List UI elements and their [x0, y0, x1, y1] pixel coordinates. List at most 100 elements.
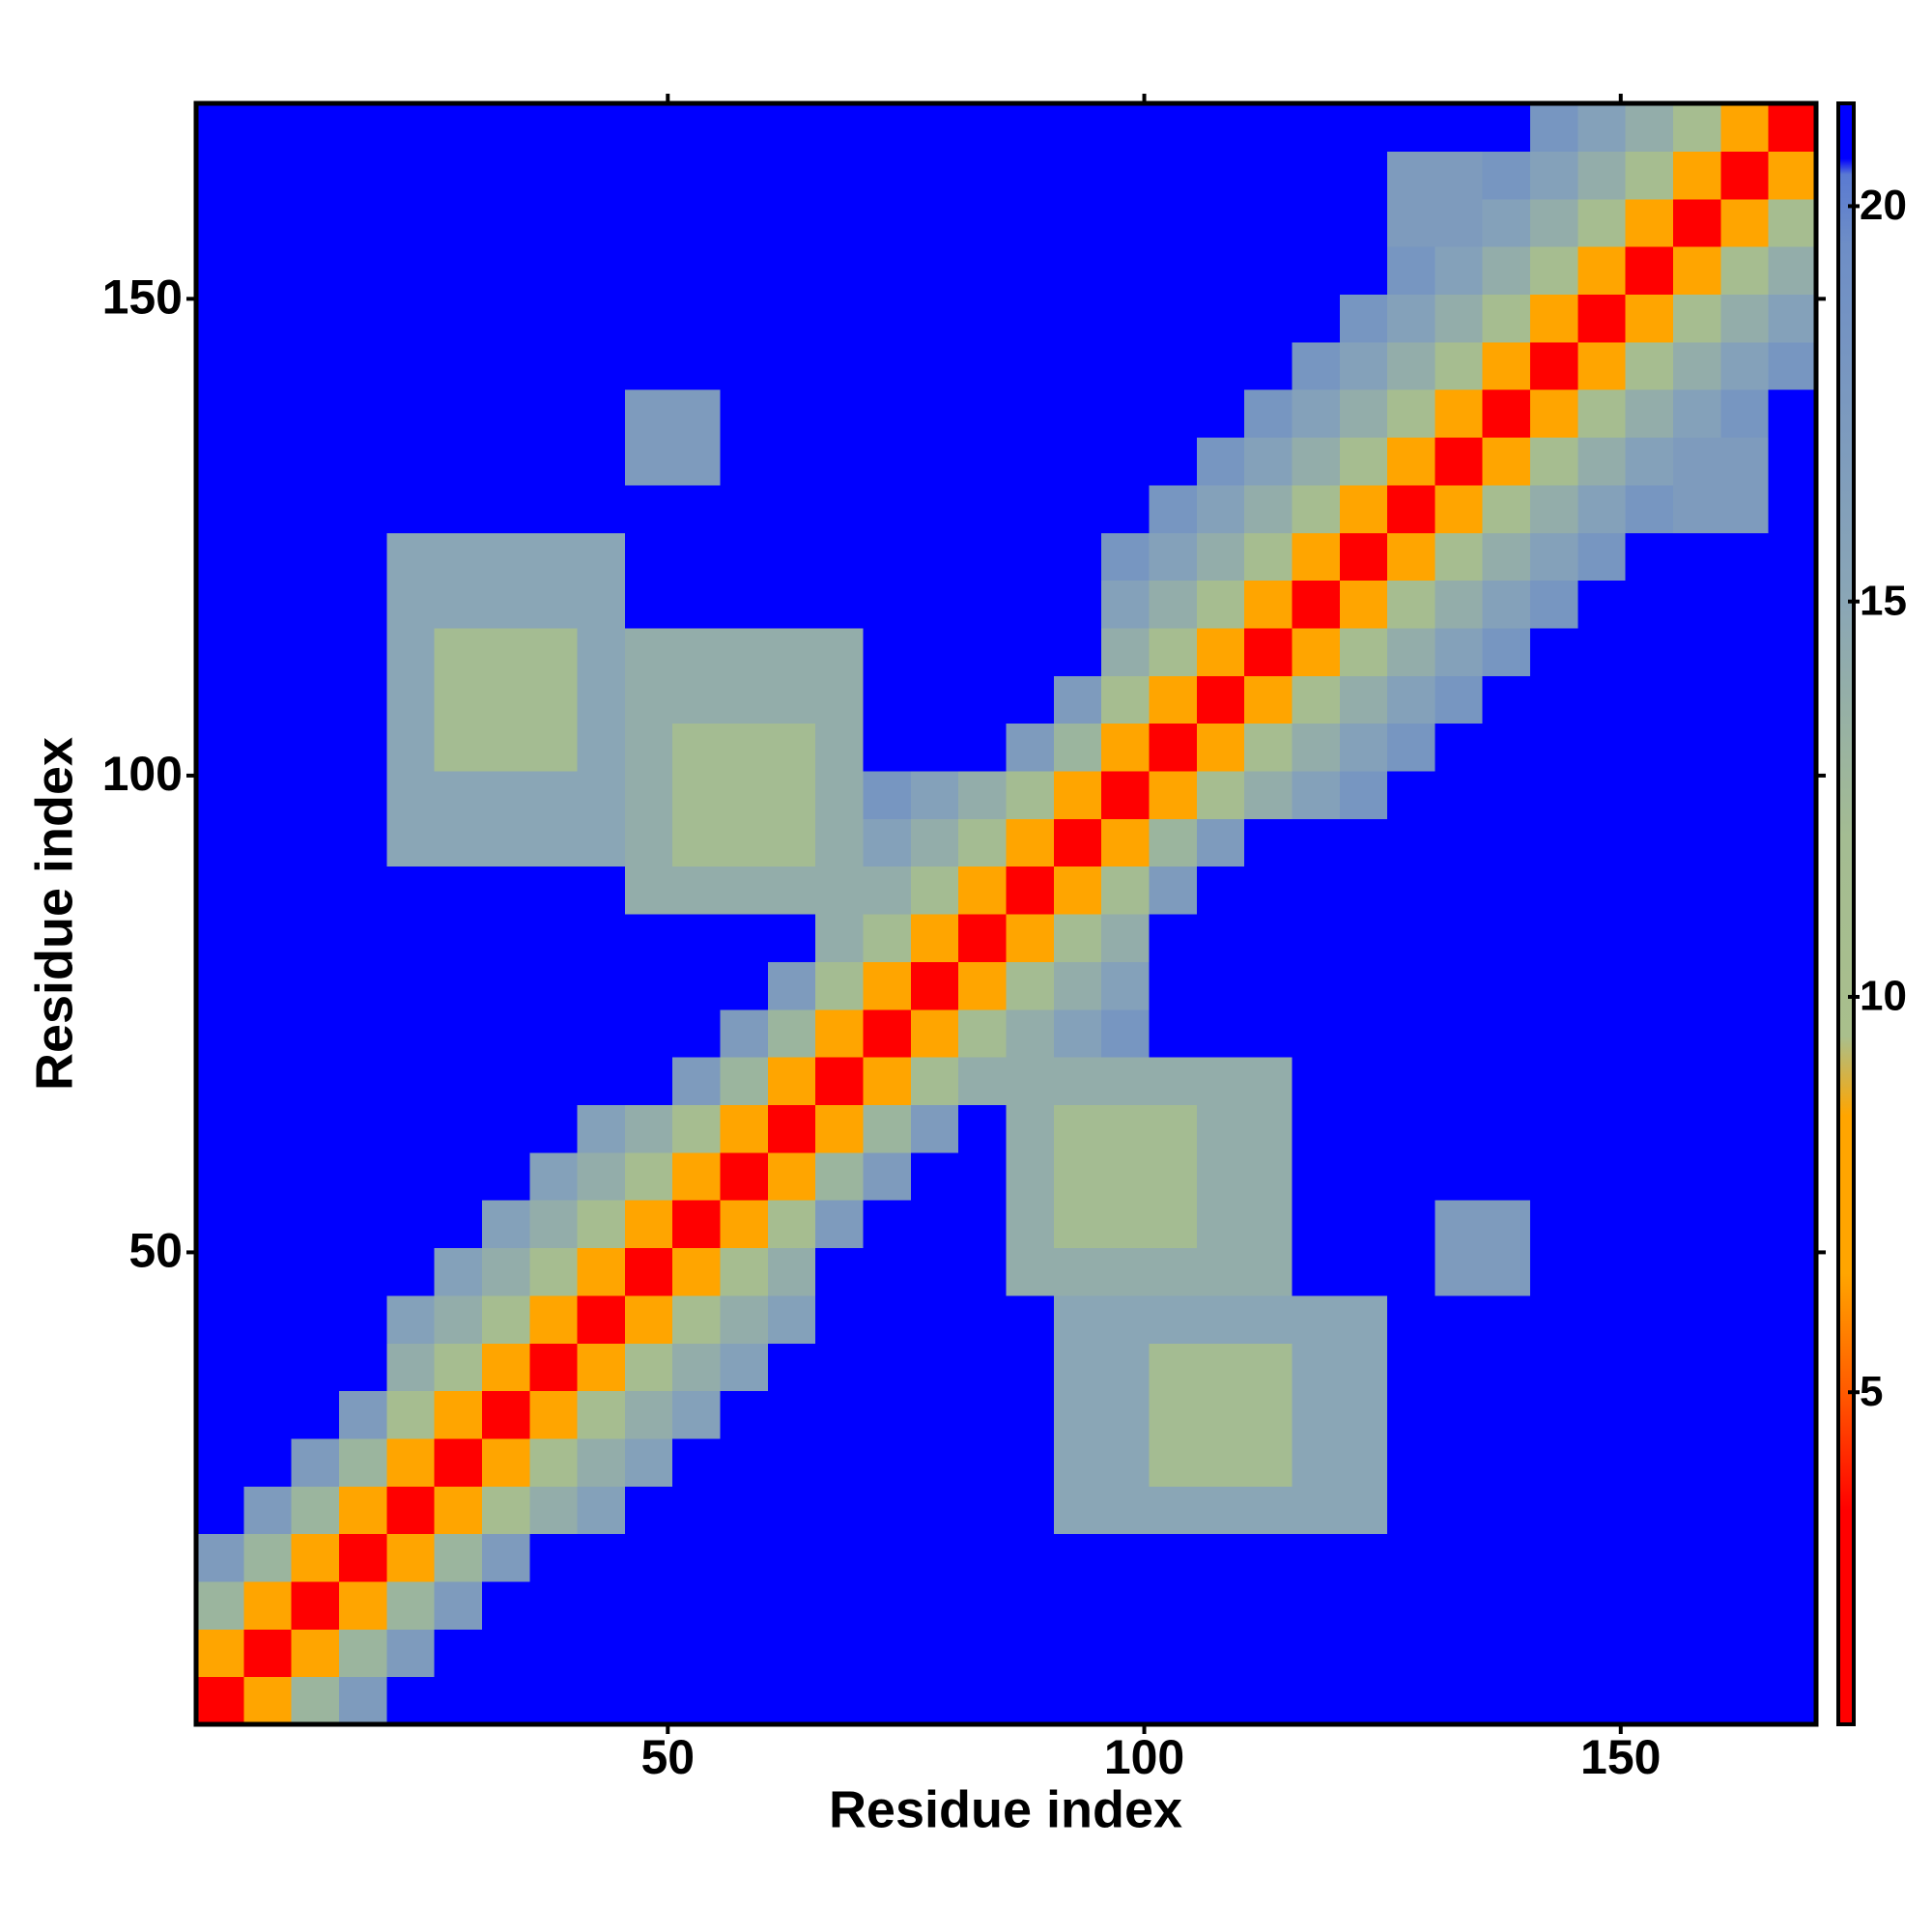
heatmap-cell — [243, 246, 293, 296]
heatmap-cell — [1720, 1247, 1770, 1296]
heatmap-cell — [1482, 341, 1531, 390]
heatmap-cell — [1244, 866, 1293, 915]
heatmap-cell — [1339, 1390, 1388, 1439]
heatmap-cell — [386, 484, 436, 533]
heatmap-cell — [624, 580, 673, 629]
heatmap-cell — [577, 1009, 626, 1058]
heatmap-cell — [386, 627, 436, 676]
heatmap-cell — [291, 580, 340, 629]
heatmap-cell — [1482, 627, 1531, 676]
heatmap-cell — [815, 198, 865, 247]
heatmap-cell — [291, 1486, 340, 1535]
heatmap-cell — [243, 818, 293, 867]
heatmap-cell — [243, 1009, 293, 1058]
heatmap-cell — [1577, 1009, 1627, 1058]
heatmap-cell — [243, 1390, 293, 1439]
heatmap-cell — [1006, 1676, 1055, 1725]
heatmap-cell — [767, 532, 816, 582]
heatmap-cell — [1244, 389, 1293, 439]
heatmap-cell — [1339, 818, 1388, 867]
heatmap-cell — [1482, 1200, 1531, 1249]
heatmap-cell — [1339, 246, 1388, 296]
heatmap-cell — [958, 961, 1008, 1010]
heatmap-cell — [910, 1151, 959, 1201]
heatmap-cell — [1244, 580, 1293, 629]
heatmap-cell — [434, 1580, 483, 1630]
heatmap-cell — [1053, 484, 1102, 533]
heatmap-cell — [386, 1390, 436, 1439]
heatmap-cell — [1625, 1343, 1674, 1392]
heatmap-cell — [196, 246, 244, 296]
heatmap-cell — [1530, 437, 1578, 486]
heatmap-cell — [1149, 1009, 1198, 1058]
heatmap-cell — [1387, 1009, 1436, 1058]
heatmap-cell — [338, 437, 387, 486]
heatmap-cell — [1577, 1580, 1627, 1630]
heatmap-cell — [1768, 1057, 1817, 1106]
heatmap-cell — [672, 151, 722, 200]
heatmap-cell — [1768, 1533, 1817, 1582]
heatmap-cell — [1673, 1629, 1721, 1678]
heatmap-cell — [1292, 389, 1341, 439]
heatmap-cell — [291, 914, 340, 962]
heatmap-cell — [1577, 151, 1627, 200]
heatmap-cell — [1768, 294, 1817, 343]
heatmap-cell — [243, 1247, 293, 1296]
heatmap-cell — [958, 1247, 1008, 1296]
heatmap-cell — [1387, 1343, 1436, 1392]
heatmap-cell — [1149, 1437, 1198, 1487]
heatmap-cell — [815, 1390, 865, 1439]
heatmap-cell — [1292, 532, 1341, 582]
heatmap-cell — [1530, 961, 1578, 1010]
heatmap-cell — [1577, 1390, 1627, 1439]
heatmap-cell — [1530, 484, 1578, 533]
heatmap-cell — [577, 484, 626, 533]
heatmap-cell — [1006, 1247, 1055, 1296]
heatmap-cell — [1530, 1533, 1578, 1582]
heatmap-cell — [1196, 580, 1245, 629]
heatmap-cell — [434, 961, 483, 1010]
heatmap-cell — [1196, 389, 1245, 439]
heatmap-cell — [386, 1057, 436, 1106]
heatmap-cell — [624, 1343, 673, 1392]
heatmap-cell — [672, 103, 722, 152]
heatmap-cell — [1101, 580, 1151, 629]
heatmap-cell — [529, 1390, 579, 1439]
heatmap-cell — [577, 961, 626, 1010]
heatmap-cell — [386, 1247, 436, 1296]
heatmap-cell — [1720, 1009, 1770, 1058]
heatmap-cell — [338, 1151, 387, 1201]
heatmap-cell — [910, 532, 959, 582]
heatmap-cell — [910, 627, 959, 676]
heatmap-cell — [672, 246, 722, 296]
heatmap-cell — [1625, 341, 1674, 390]
heatmap-cell — [1339, 1343, 1388, 1392]
heatmap-cell — [720, 389, 769, 439]
heatmap-cell — [720, 103, 769, 152]
heatmap-cell — [1530, 246, 1578, 296]
heatmap-cell — [1339, 1151, 1388, 1201]
heatmap-cell — [434, 1009, 483, 1058]
heatmap-cell — [529, 723, 579, 772]
heatmap-cell — [1006, 580, 1055, 629]
heatmap-cell — [1339, 914, 1388, 962]
heatmap-cell — [577, 1580, 626, 1630]
heatmap-cell — [386, 437, 436, 486]
heatmap-cell — [815, 484, 865, 533]
heatmap-cell — [624, 1294, 673, 1344]
heatmap-cell — [481, 198, 530, 247]
heatmap-cell — [529, 103, 579, 152]
heatmap-cell — [910, 294, 959, 343]
heatmap-cell — [434, 818, 483, 867]
heatmap-cell — [1625, 532, 1674, 582]
heatmap-cell — [1720, 1200, 1770, 1249]
heatmap-cell — [1196, 1294, 1245, 1344]
heatmap-cell — [529, 484, 579, 533]
heatmap-cell — [1196, 1676, 1245, 1725]
heatmap-cell — [863, 532, 912, 582]
heatmap-cell — [910, 1247, 959, 1296]
heatmap-cell — [291, 1104, 340, 1153]
heatmap-cell — [815, 389, 865, 439]
heatmap-cell — [767, 1104, 816, 1153]
heatmap-cell — [767, 675, 816, 724]
